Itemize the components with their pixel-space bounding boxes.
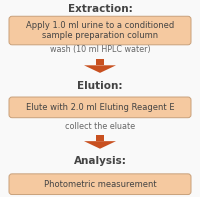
- Text: Analysis:: Analysis:: [74, 156, 126, 165]
- Bar: [96, 59, 104, 65]
- Bar: [96, 135, 104, 141]
- Polygon shape: [84, 65, 116, 73]
- Text: collect the eluate: collect the eluate: [65, 122, 135, 131]
- Text: Extraction:: Extraction:: [68, 4, 132, 14]
- Text: wash (10 ml HPLC water): wash (10 ml HPLC water): [50, 45, 150, 54]
- Text: Apply 1.0 ml urine to a conditioned
sample preparation column: Apply 1.0 ml urine to a conditioned samp…: [26, 21, 174, 40]
- Text: Photometric measurement: Photometric measurement: [44, 180, 156, 189]
- Text: Elution:: Elution:: [77, 81, 123, 91]
- FancyBboxPatch shape: [9, 16, 191, 45]
- Text: Elute with 2.0 ml Eluting Reagent E: Elute with 2.0 ml Eluting Reagent E: [26, 103, 174, 112]
- Polygon shape: [84, 141, 116, 149]
- FancyBboxPatch shape: [9, 97, 191, 118]
- FancyBboxPatch shape: [9, 174, 191, 195]
